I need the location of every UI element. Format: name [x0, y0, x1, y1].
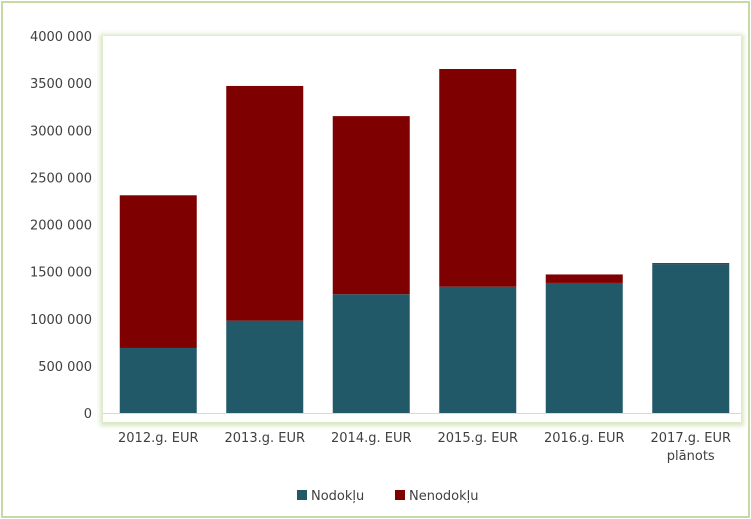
x-axis: 2012.g. EUR 2013.g. EUR 2014.g. EUR 2015.g.…: [103, 413, 741, 464]
legend-label-nenodoklu: Nenodokļu: [409, 489, 479, 504]
x-tick-label: 2012.g. EUR: [118, 431, 199, 446]
bar-nenodoklu: [652, 263, 730, 265]
y-tick-label: 500 000: [38, 360, 92, 375]
legend-swatch-nodoklu: [297, 490, 307, 500]
plot-area: [103, 36, 741, 422]
y-tick-label: 2500 000: [30, 171, 92, 186]
bar-nenodoklu: [545, 274, 623, 283]
bar-nodoklu: [545, 282, 623, 413]
bar-nodoklu: [439, 286, 517, 413]
y-tick-label: 0: [84, 407, 92, 422]
y-tick-label: 1500 000: [30, 266, 92, 281]
y-axis: 0 500 000 1000 000 1500 000 2000 000 2500 000…: [30, 30, 92, 422]
y-tick-label: 1000 000: [30, 313, 92, 328]
legend-swatch-nenodoklu: [395, 490, 405, 500]
bar-nodoklu: [226, 320, 304, 413]
y-tick-label: 3000 000: [30, 124, 92, 139]
x-tick-label: 2016.g. EUR: [544, 431, 625, 446]
bar-nodoklu: [652, 264, 730, 413]
bar-nenodoklu: [439, 68, 517, 287]
bar-nenodoklu: [119, 195, 197, 348]
x-tick-label: 2014.g. EUR: [331, 431, 412, 446]
x-tick-label: 2017.g. EUR plānots: [651, 431, 732, 464]
y-tick-label: 4000 000: [30, 30, 92, 45]
x-tick-label: 2015.g. EUR: [438, 431, 519, 446]
bars: [119, 68, 730, 413]
bar-nodoklu: [332, 294, 410, 413]
bar-nodoklu: [119, 347, 197, 413]
bar-nenodoklu: [332, 116, 410, 295]
y-tick-label: 3500 000: [30, 77, 92, 92]
bar-nenodoklu: [226, 85, 304, 321]
y-tick-label: 2000 000: [30, 219, 92, 234]
x-tick-label: 2013.g. EUR: [225, 431, 306, 446]
legend-label-nodoklu: Nodokļu: [311, 489, 364, 504]
legend: Nodokļu Nenodokļu: [297, 489, 479, 504]
